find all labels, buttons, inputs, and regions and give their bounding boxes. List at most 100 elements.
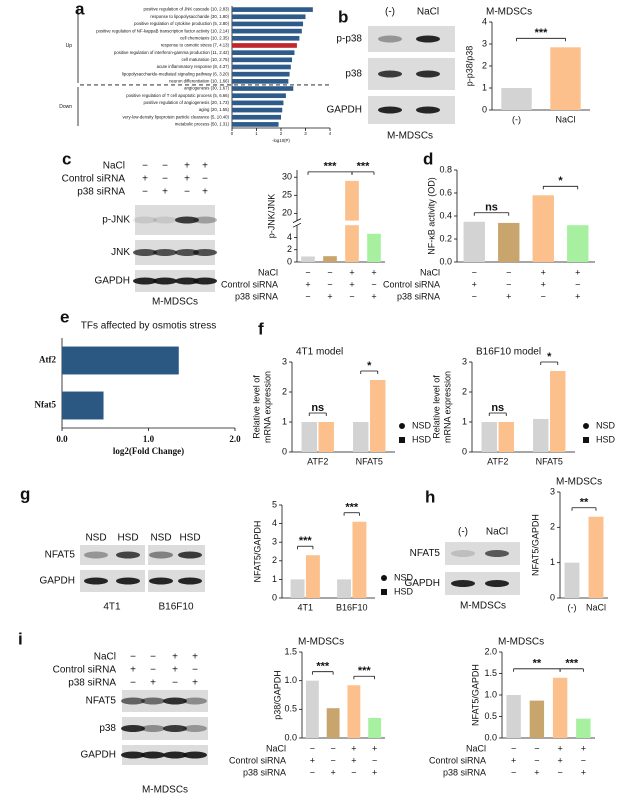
condition-mark: − — [472, 291, 477, 301]
bar — [232, 57, 293, 63]
blot-band — [183, 751, 207, 759]
blot-caption: M-MDSCs — [460, 601, 506, 612]
blot-band — [84, 577, 108, 585]
legend-symbol — [583, 437, 589, 443]
blot-background — [445, 572, 520, 595]
blot-caption: M-MDSCs — [152, 297, 198, 308]
condition-mark: + — [172, 665, 178, 676]
y-tick-label: 1 — [482, 82, 487, 92]
blot-band — [485, 550, 509, 557]
category-label: positive regulation of interferon-gamma … — [114, 50, 230, 55]
condition-name: Control siRNA — [429, 755, 486, 765]
condition-mark: − — [371, 279, 376, 289]
bar — [326, 708, 340, 738]
x-tick-label: 1.0 — [143, 434, 155, 444]
condition-mark: − — [310, 767, 315, 777]
lane-label: NSD — [85, 533, 106, 544]
blot-band — [416, 106, 440, 114]
bar — [232, 7, 313, 12]
condition-mark: + — [541, 267, 546, 277]
y-tick-label: 2 — [272, 555, 277, 565]
blot-band — [451, 580, 475, 587]
condition-mark: − — [305, 291, 310, 301]
y-tick-label: 2 — [482, 60, 487, 70]
bar — [232, 100, 284, 106]
condition-name: p38 siRNA — [243, 767, 286, 777]
panel-letter: i — [18, 629, 23, 648]
condition-mark: + — [349, 279, 354, 289]
blot-band — [378, 106, 402, 114]
category-label: cell maturation (10, 2.75) — [181, 57, 229, 62]
x-tick-label: 2.0 — [229, 434, 241, 444]
bar — [232, 114, 281, 120]
condition-mark: + — [581, 767, 586, 777]
bar — [370, 380, 386, 452]
axis-break — [293, 220, 386, 226]
bar — [232, 86, 294, 91]
condition-mark: + — [172, 652, 178, 663]
y-axis-label: NF-κB activity (OD) — [426, 177, 436, 255]
y-axis-label: p-JNK/JNK — [266, 194, 276, 239]
panel-letter: g — [20, 484, 30, 503]
category-label: positive regulation of T cell apoptotic … — [126, 93, 229, 98]
condition-mark: − — [162, 174, 168, 185]
category-label: angiogenesis (30, 1.67) — [184, 86, 229, 91]
bar — [232, 93, 286, 99]
blot-caption: B16F10 — [158, 602, 193, 613]
condition-mark: + — [330, 767, 335, 777]
condition-mark: + — [130, 665, 136, 676]
y-tick-label: 0 — [287, 256, 292, 266]
bar — [62, 346, 179, 375]
condition-mark: + — [557, 743, 562, 753]
condition-mark: − — [130, 652, 136, 663]
blot-band — [175, 277, 199, 285]
condition-mark: + — [581, 743, 586, 753]
condition-mark: − — [142, 187, 148, 198]
blot-band — [121, 725, 145, 732]
blot-band — [178, 551, 202, 559]
bar — [232, 79, 289, 84]
y-tick-label: 0 — [550, 592, 555, 602]
y-tick-label: 0 — [282, 446, 287, 456]
bar — [305, 680, 319, 738]
bar — [498, 222, 520, 262]
chart-title: TFs affected by osmotis stress — [81, 321, 216, 332]
condition-mark: + — [557, 755, 562, 765]
y-axis-label: p-p38/p38 — [464, 46, 474, 87]
blot-band — [178, 577, 202, 585]
condition-mark: − — [575, 279, 580, 289]
blot-caption: M-MDSCs — [142, 785, 188, 796]
y-tick-label: 0.0 — [439, 256, 452, 266]
x-tick-label: (-) — [568, 602, 577, 612]
category-label: acute inflammatory response (8, 4.37) — [157, 64, 230, 69]
blot-band — [183, 725, 207, 732]
condition-mark: − — [305, 267, 310, 277]
chart-title: M-MDSCs — [556, 477, 602, 488]
blot-row-label: GAPDH — [404, 578, 440, 589]
condition-mark: − — [202, 174, 208, 185]
lane-label: NaCl — [417, 7, 439, 18]
y-tick-label: 20 — [282, 208, 292, 218]
blot-band — [153, 249, 177, 256]
condition-mark: − — [506, 267, 511, 277]
bar — [576, 718, 591, 738]
legend-symbol — [399, 423, 405, 429]
y-tick-label: 3 — [282, 356, 287, 366]
blot-band — [141, 725, 165, 732]
y-axis-label: Relative level of — [251, 375, 261, 439]
category-label: positive regulation of cytokine producti… — [134, 21, 229, 26]
condition-mark: − — [349, 291, 354, 301]
bar — [529, 700, 545, 738]
blot-band — [175, 216, 199, 224]
blot-background — [80, 545, 145, 565]
significance-label: *** — [358, 665, 372, 677]
condition-mark: − — [506, 279, 511, 289]
condition-name: p38 siRNA — [77, 187, 125, 198]
bar — [62, 391, 104, 420]
condition-mark: + — [371, 291, 376, 301]
bar — [498, 422, 514, 452]
blot-band — [121, 751, 145, 759]
category-label: aging (20, 1.55) — [199, 107, 230, 112]
bar — [232, 71, 290, 77]
y-axis-label: NFAT5/GAPDH — [252, 521, 262, 583]
